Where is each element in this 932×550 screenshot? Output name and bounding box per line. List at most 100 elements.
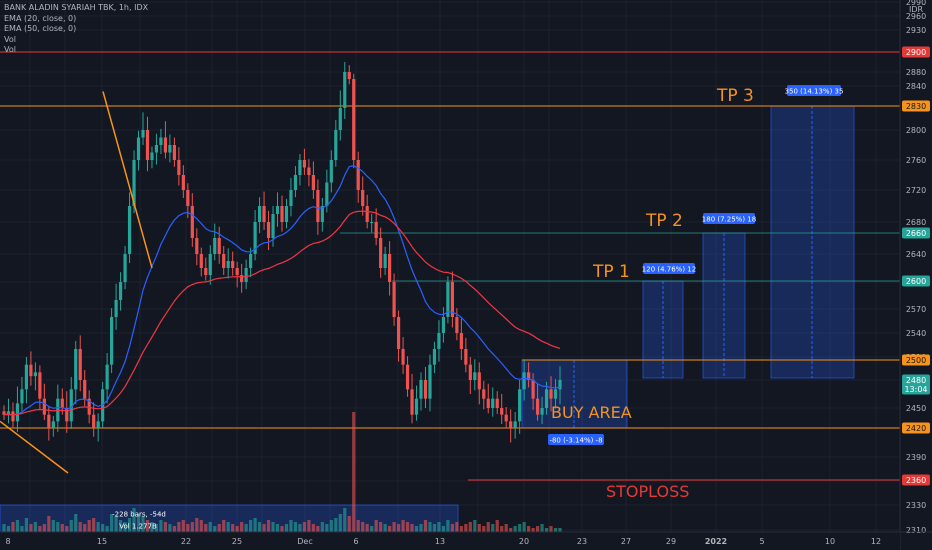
price-tick-2840: 2840 <box>906 82 926 91</box>
volume-bar-35 <box>159 520 163 532</box>
candle-body-122 <box>549 389 553 399</box>
candle-body-62 <box>280 206 284 222</box>
candle-body-79 <box>356 160 360 190</box>
candle-body-35 <box>159 137 163 145</box>
volume-bar-100 <box>450 524 454 532</box>
trend-lines <box>0 91 153 474</box>
candle-body-61 <box>275 206 280 214</box>
price-tag-13:04: 13:04 <box>904 385 927 394</box>
candle-body-21 <box>96 421 100 428</box>
annotation-tp-2: TP 2 <box>645 211 683 231</box>
legend-ema20[interactable]: EMA (20, close, 0) <box>4 13 77 23</box>
ema-lines <box>3 165 561 416</box>
volume-bar-93 <box>419 524 423 532</box>
annotation-buy-area: BUY AREA <box>551 403 632 422</box>
candle-body-89 <box>401 349 405 365</box>
candle-body-16 <box>74 349 78 390</box>
price-tag-bg-5 <box>902 374 930 386</box>
candle-body-44 <box>199 254 203 268</box>
range-label-bg-3 <box>548 434 604 445</box>
volume-bar-36 <box>163 522 168 532</box>
volume-bar-106 <box>477 524 481 532</box>
volume-bar-86 <box>388 526 392 532</box>
range-label-5: Vol 1.277B <box>119 523 157 531</box>
price-tick-2540: 2540 <box>906 329 926 338</box>
candle-body-87 <box>392 282 396 317</box>
candle-body-10 <box>47 414 51 428</box>
price-tick-2310: 2310 <box>906 526 926 535</box>
volume-bar-99 <box>446 520 450 532</box>
candle-body-116 <box>522 372 526 390</box>
price-tick-2720: 2720 <box>906 186 926 195</box>
volume-bar-65 <box>293 522 298 532</box>
price-axis[interactable] <box>900 0 932 532</box>
time-tick-10: 29 <box>666 537 676 546</box>
candle-body-98 <box>441 317 446 333</box>
time-axis[interactable] <box>0 532 900 550</box>
range-label-bg-0 <box>643 263 695 274</box>
volume-bar-97 <box>437 522 441 532</box>
volume-bar-109 <box>491 524 495 532</box>
volume-bar-51 <box>231 524 235 532</box>
candle-body-88 <box>396 317 401 349</box>
candle-body-31 <box>141 130 145 138</box>
candle-body-48 <box>217 238 221 254</box>
ema50-line <box>3 210 561 416</box>
candle-body-85 <box>383 254 387 268</box>
candle-body-102 <box>459 333 463 349</box>
candle-body-4 <box>20 389 24 404</box>
price-tag-bg-8 <box>902 474 930 486</box>
volume-bar-24 <box>110 514 114 532</box>
chart-legend: BANK ALADIN SYARIAH TBK, 1h, IDX EMA (20… <box>4 3 148 56</box>
volume-bar-92 <box>414 526 419 532</box>
volume-bar-39 <box>177 522 181 532</box>
volume-bar-108 <box>486 522 490 532</box>
time-axis-ticks: 8 15 22 25 Dec 6 13 20 23 27 29 2022 5 10 12 <box>5 537 881 546</box>
volume-bar-107 <box>482 526 486 532</box>
volume-bar-45 <box>204 524 208 532</box>
candle-body-91 <box>410 389 414 415</box>
candle-body-65 <box>293 175 298 190</box>
annotation-tp-3: TP 3 <box>716 86 754 106</box>
candle-body-52 <box>235 268 239 275</box>
time-tick-6: 13 <box>435 537 445 546</box>
volume-bar-64 <box>289 520 293 532</box>
candle-body-103 <box>464 349 468 365</box>
time-tick-7: 20 <box>519 537 529 546</box>
candle-body-15 <box>69 389 73 422</box>
volume-bar-80 <box>361 522 365 532</box>
volume-bar-17 <box>78 522 82 532</box>
candle-body-115 <box>518 389 522 422</box>
volume-bar-79 <box>356 520 360 532</box>
time-tick-14: 12 <box>871 537 881 546</box>
volume-bar-110 <box>495 520 499 532</box>
time-tick-5: 6 <box>353 537 358 546</box>
candle-body-75 <box>338 108 342 130</box>
legend-ema50[interactable]: EMA (50, close, 0) <box>4 24 77 33</box>
candle-body-64 <box>289 190 293 206</box>
volume-bar-61 <box>275 524 280 532</box>
price-tag-bg-4 <box>902 354 930 366</box>
candle-body-19 <box>87 398 91 415</box>
volume-bar-84 <box>379 522 383 532</box>
candle-body-45 <box>204 268 208 275</box>
candle-body-123 <box>553 389 558 399</box>
candle-body-37 <box>168 145 172 153</box>
candle-body-105 <box>473 372 477 380</box>
candle-body-42 <box>190 206 194 238</box>
candle-body-53 <box>240 275 244 282</box>
volume-bar-85 <box>383 524 387 532</box>
time-tick-8: 23 <box>577 537 587 546</box>
candle-body-60 <box>271 214 275 238</box>
candle-body-83 <box>374 222 378 238</box>
legend-vol-1[interactable]: Vol <box>4 34 16 44</box>
candle-body-69 <box>311 175 315 190</box>
range-label-1: 180 (7.25%) 18 <box>702 216 756 224</box>
legend-vol-2[interactable]: Vol <box>4 45 16 54</box>
volume-bar-103 <box>464 524 468 532</box>
candle-body-54 <box>244 268 248 282</box>
legend-title[interactable]: BANK ALADIN SYARIAH TBK, 1h, IDX <box>4 3 149 12</box>
price-tick-2880: 2880 <box>906 68 926 77</box>
